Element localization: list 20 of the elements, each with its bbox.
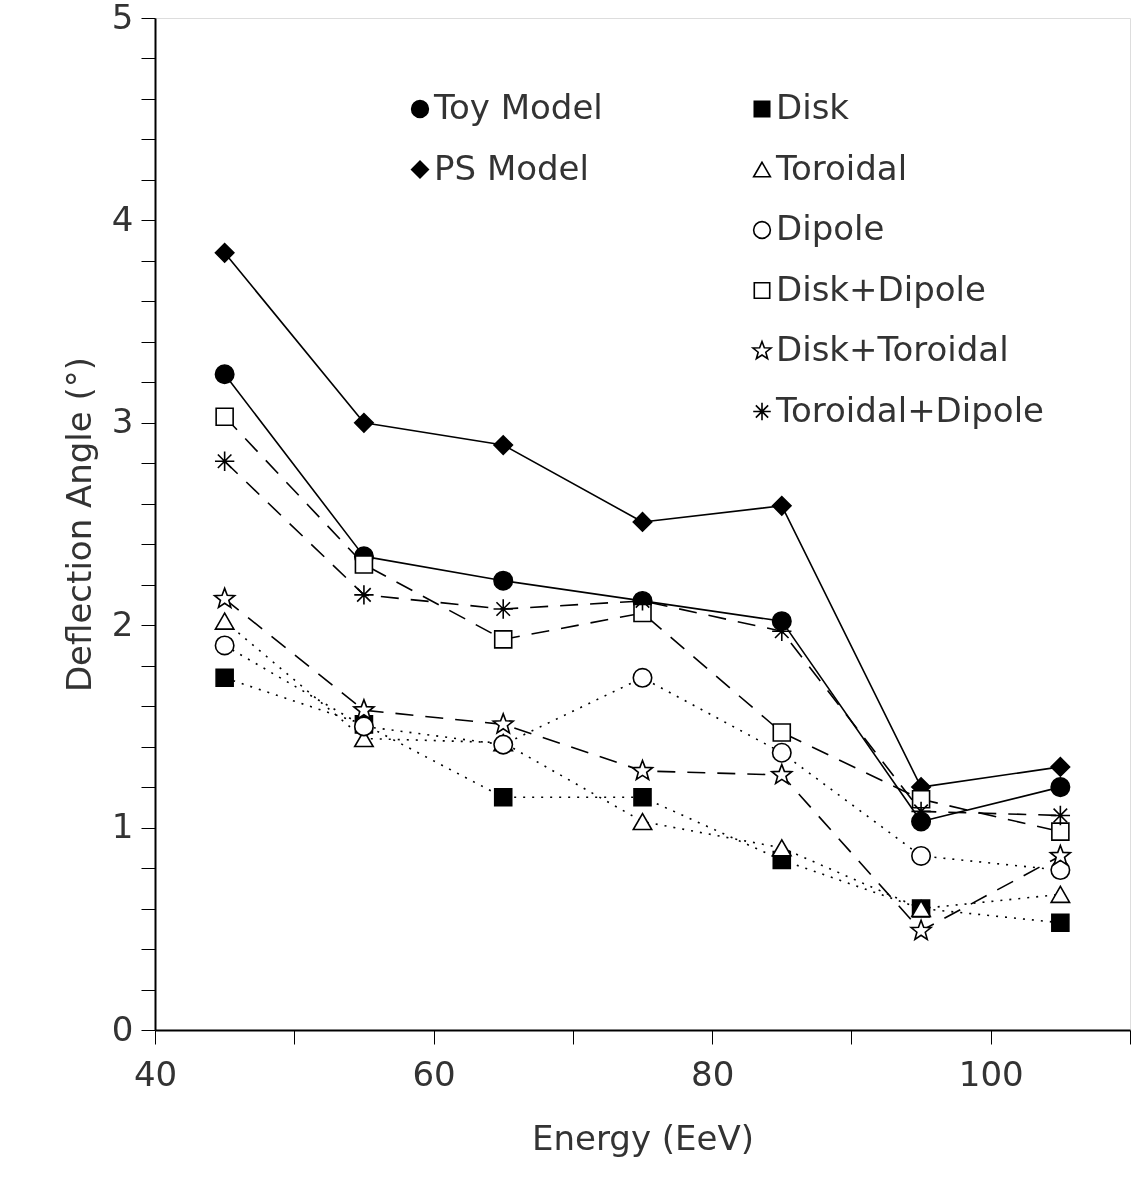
y-tick-label: 1 bbox=[111, 806, 134, 847]
legend-label: PS Model bbox=[434, 147, 589, 188]
legend-label: Disk bbox=[776, 87, 850, 127]
legend-label: Disk+Dipole bbox=[776, 268, 986, 309]
y-tick-label: 4 bbox=[111, 198, 134, 239]
legend-label: Disk+Toroidal bbox=[776, 329, 1009, 369]
x-tick-label: 60 bbox=[412, 1053, 456, 1094]
y-tick-label: 5 bbox=[111, 0, 134, 37]
y-tick-label: 2 bbox=[111, 603, 134, 644]
legend-label: Toroidal+Dipole bbox=[775, 389, 1044, 430]
legend-label: Toy Model bbox=[433, 87, 603, 127]
y-tick-label: 3 bbox=[111, 401, 134, 442]
legend-label: Dipole bbox=[776, 208, 885, 248]
x-axis-title: Energy (EeV) bbox=[531, 1117, 755, 1158]
y-axis-title: Deflection Angle (°) bbox=[58, 356, 99, 693]
legend-label: Toroidal bbox=[775, 147, 908, 188]
x-tick-label: 80 bbox=[691, 1053, 735, 1094]
y-tick-label: 0 bbox=[111, 1008, 134, 1049]
x-tick-label: 100 bbox=[958, 1053, 1024, 1094]
x-tick-label: 40 bbox=[133, 1053, 178, 1094]
